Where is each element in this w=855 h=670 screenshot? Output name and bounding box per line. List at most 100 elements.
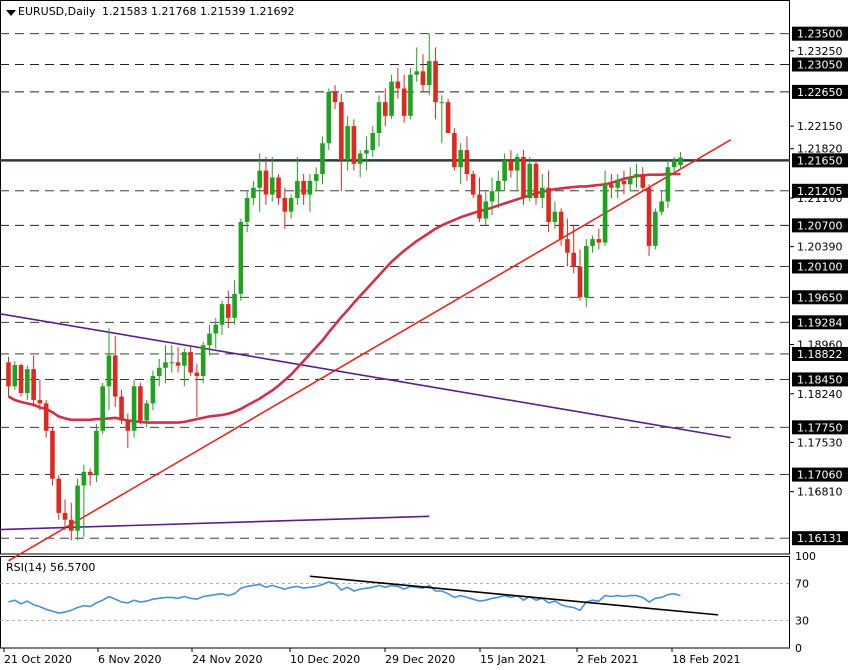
candle-body[interactable] [439, 102, 445, 104]
candle-body[interactable] [169, 362, 175, 364]
candle-body[interactable] [452, 132, 457, 168]
candle-body[interactable] [527, 163, 533, 198]
candle-body[interactable] [646, 187, 652, 246]
candle-body[interactable] [119, 396, 124, 421]
candle-body[interactable] [577, 266, 583, 298]
candle-body[interactable] [590, 239, 595, 246]
candle-body[interactable] [464, 150, 470, 175]
candle-body[interactable] [307, 180, 313, 195]
candle-body[interactable] [596, 239, 602, 243]
candle-body[interactable] [257, 170, 262, 188]
candle-body[interactable] [546, 187, 551, 222]
trendline-purple-downtrend[interactable] [0, 311, 731, 439]
candle-body[interactable] [583, 245, 589, 298]
candle-body[interactable] [351, 126, 357, 164]
candle-body[interactable] [671, 160, 677, 168]
candle-body[interactable] [37, 399, 43, 404]
candle-body[interactable] [112, 355, 118, 397]
candle-body[interactable] [420, 71, 426, 86]
candle-body[interactable] [533, 163, 539, 198]
candle-body[interactable] [251, 187, 256, 198]
candle-body[interactable] [301, 180, 306, 195]
candle-body[interactable] [175, 362, 181, 366]
candle-body[interactable] [276, 177, 281, 198]
candle-body[interactable] [219, 304, 225, 325]
candle-body[interactable] [188, 352, 193, 373]
candle-body[interactable] [514, 156, 520, 171]
candle-body[interactable] [56, 478, 62, 513]
candle-body[interactable] [615, 180, 620, 188]
candle-body[interactable] [244, 198, 250, 222]
candle-body[interactable] [401, 88, 407, 116]
candle-body[interactable] [383, 102, 388, 116]
candle-body[interactable] [87, 471, 93, 476]
candle-body[interactable] [414, 71, 419, 75]
candle-body[interactable] [665, 167, 671, 202]
candle-body[interactable] [502, 160, 507, 181]
candle-body[interactable] [295, 180, 300, 198]
candle-body[interactable] [25, 369, 30, 394]
candle-body[interactable] [483, 201, 489, 219]
candle-body[interactable] [94, 430, 99, 476]
candle-body[interactable] [226, 304, 231, 318]
candle-body[interactable] [232, 293, 237, 318]
candle-body[interactable] [426, 61, 432, 86]
candle-body[interactable] [408, 74, 413, 116]
candle-body[interactable] [313, 174, 319, 181]
candle-body[interactable] [627, 177, 633, 185]
candle-body[interactable] [125, 420, 131, 431]
candle-body[interactable] [106, 355, 112, 387]
candle-body[interactable] [238, 221, 244, 294]
candle-body[interactable] [326, 91, 332, 144]
dropdown-triangle-icon[interactable] [6, 10, 16, 16]
candle-body[interactable] [565, 239, 570, 253]
candle-body[interactable] [433, 61, 438, 103]
candle-body[interactable] [395, 81, 401, 89]
candle-body[interactable] [508, 160, 514, 171]
candle-body[interactable] [182, 352, 187, 366]
candle-body[interactable] [445, 102, 451, 133]
candle-body[interactable] [6, 362, 11, 387]
candle-body[interactable] [678, 157, 683, 166]
candle-body[interactable] [332, 91, 338, 103]
candle-body[interactable] [31, 369, 36, 400]
candle-body[interactable] [69, 519, 74, 531]
candle-body[interactable] [75, 485, 80, 531]
candle-body[interactable] [81, 471, 87, 486]
candle-body[interactable] [200, 345, 206, 376]
candle-body[interactable] [131, 386, 137, 431]
candle-body[interactable] [320, 143, 325, 175]
candle-body[interactable] [150, 376, 156, 404]
candle-body[interactable] [12, 365, 18, 387]
candle-body[interactable] [521, 156, 526, 198]
candle-body[interactable] [156, 367, 162, 376]
candle-body[interactable] [640, 174, 646, 188]
candle-body[interactable] [376, 102, 382, 133]
candle-body[interactable] [194, 372, 200, 376]
candle-body[interactable] [540, 187, 545, 198]
candle-body[interactable] [389, 81, 394, 116]
candle-body[interactable] [552, 211, 558, 222]
candle-body[interactable] [477, 194, 482, 219]
candle-body[interactable] [458, 150, 463, 168]
candle-body[interactable] [18, 365, 24, 394]
candle-body[interactable] [571, 252, 576, 267]
candle-body[interactable] [345, 126, 350, 161]
candle-body[interactable] [263, 170, 269, 195]
candle-body[interactable] [621, 180, 627, 185]
candle-body[interactable] [213, 324, 219, 334]
candle-body[interactable] [269, 177, 275, 195]
candle-body[interactable] [357, 153, 363, 164]
candle-body[interactable] [163, 362, 168, 368]
candle-body[interactable] [50, 430, 55, 479]
candle-body[interactable] [43, 403, 49, 431]
candle-body[interactable] [207, 333, 212, 346]
candle-body[interactable] [339, 102, 344, 161]
candle-body[interactable] [659, 201, 664, 212]
candle-body[interactable] [364, 150, 369, 154]
candle-body[interactable] [496, 180, 501, 192]
candle-body[interactable] [653, 211, 658, 246]
candle-body[interactable] [100, 386, 105, 431]
candle-body[interactable] [558, 211, 564, 240]
